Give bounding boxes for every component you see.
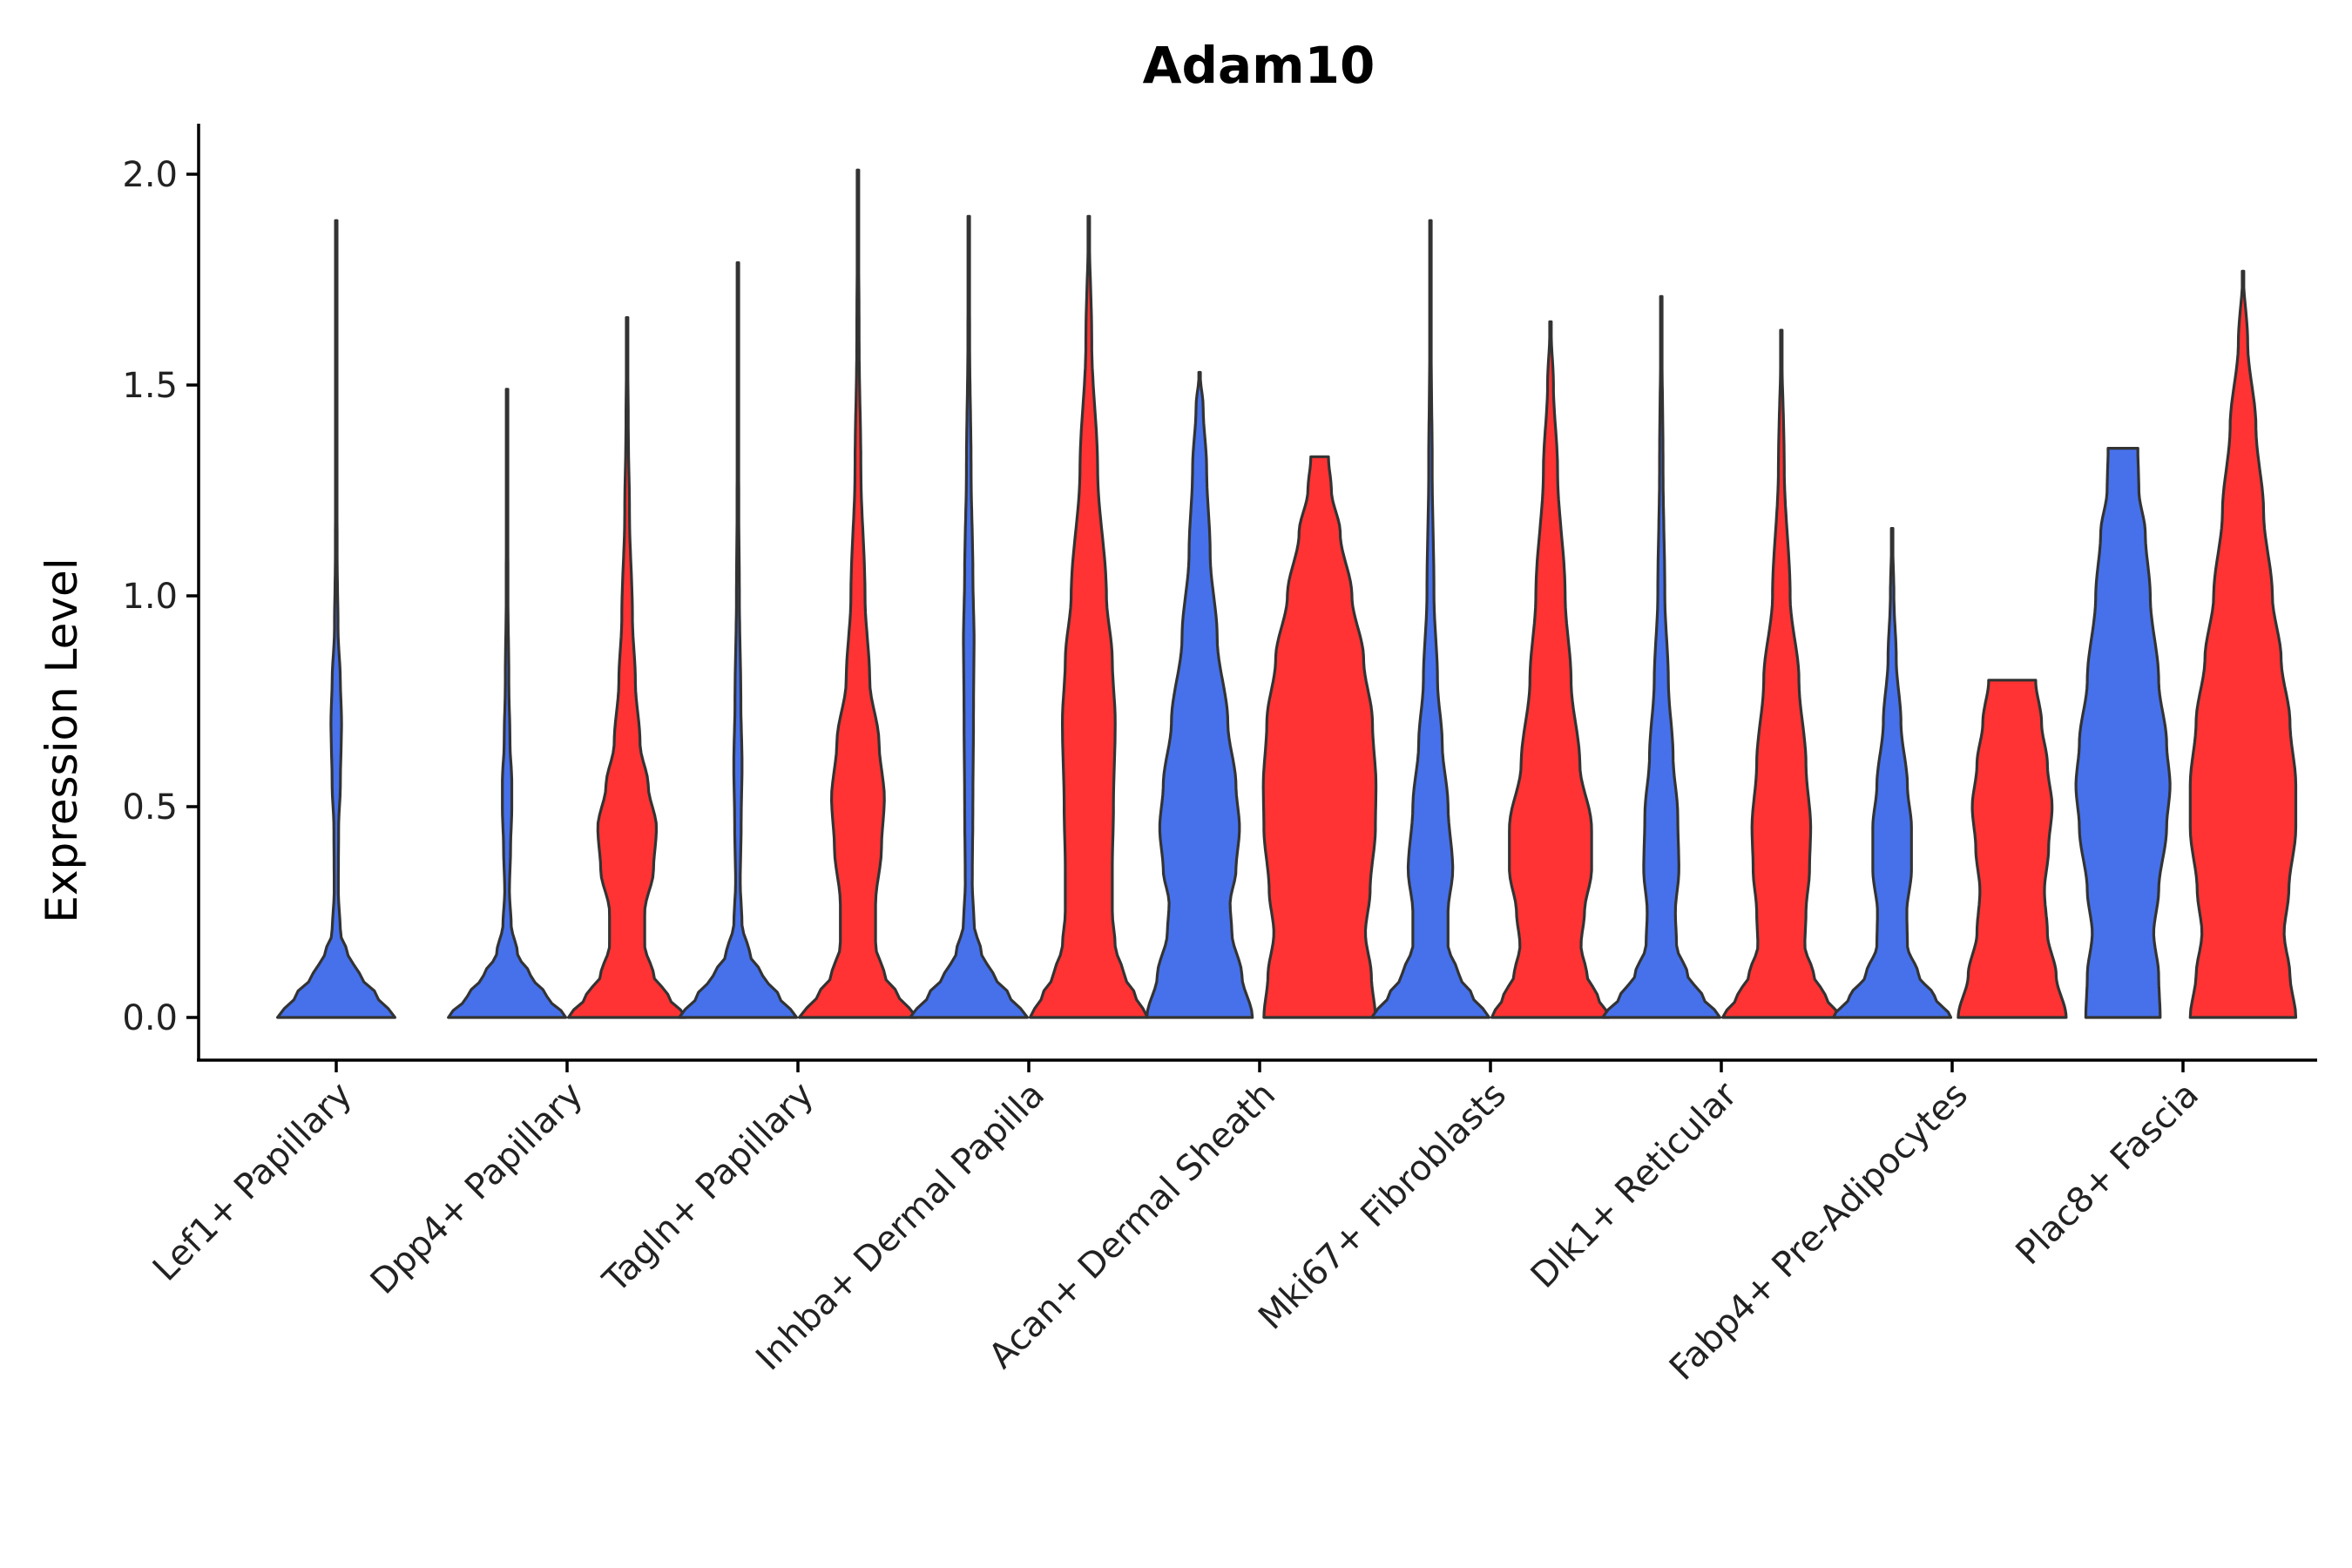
x-tick-label: Plac8+ Fascia: [2009, 1075, 2207, 1274]
y-tick-label: 1.0: [122, 577, 178, 617]
violin-group2-6: [1490, 320, 1611, 1019]
violin-group2-8: [1957, 679, 2068, 1019]
y-tick-label: 0.5: [122, 787, 178, 828]
y-tick-label: 0.0: [122, 998, 178, 1038]
x-axis-ticks: Lef1+ Papillary Dpp4+ Papillary Tagln+ Pap…: [145, 1060, 2207, 1389]
violin-group1-6: [1370, 219, 1491, 1019]
violin-group1-2: [447, 388, 568, 1019]
violin-group1-3: [678, 261, 799, 1019]
violin-group2-2: [566, 316, 687, 1019]
violin-group1-8: [1832, 527, 1953, 1019]
x-tick-label: Dpp4+ Papillary: [363, 1075, 591, 1302]
violin-group2-9: [2188, 269, 2298, 1019]
x-tick-label: Mki67+ Fibroblasts: [1251, 1075, 1514, 1338]
violin-group2-3: [797, 168, 918, 1019]
violin-group1-5: [1145, 370, 1254, 1019]
x-tick-label: Tagln+ Papillary: [595, 1075, 821, 1301]
violin-group1-1: [276, 219, 396, 1019]
y-tick-label: 1.5: [122, 366, 178, 406]
y-axis-label: Expression Level: [37, 558, 87, 923]
y-tick-label: 2.0: [122, 155, 178, 195]
x-tick-label: Dlk1+ Reticular: [1524, 1074, 1746, 1296]
x-tick-label: Lef1+ Papillary: [145, 1075, 360, 1289]
violin-group1-9: [2074, 447, 2172, 1019]
violin-group2-7: [1720, 328, 1842, 1019]
chart-title: Adam10: [1143, 36, 1375, 95]
y-axis-ticks: 0.0 0.5 1.0 1.5 2.0: [122, 155, 199, 1038]
violin-group1-4: [909, 214, 1030, 1019]
violin-group2-4: [1028, 214, 1149, 1019]
violin-group: [276, 168, 2298, 1019]
violin-group2-5: [1261, 455, 1378, 1019]
violin-group1-7: [1601, 294, 1722, 1019]
